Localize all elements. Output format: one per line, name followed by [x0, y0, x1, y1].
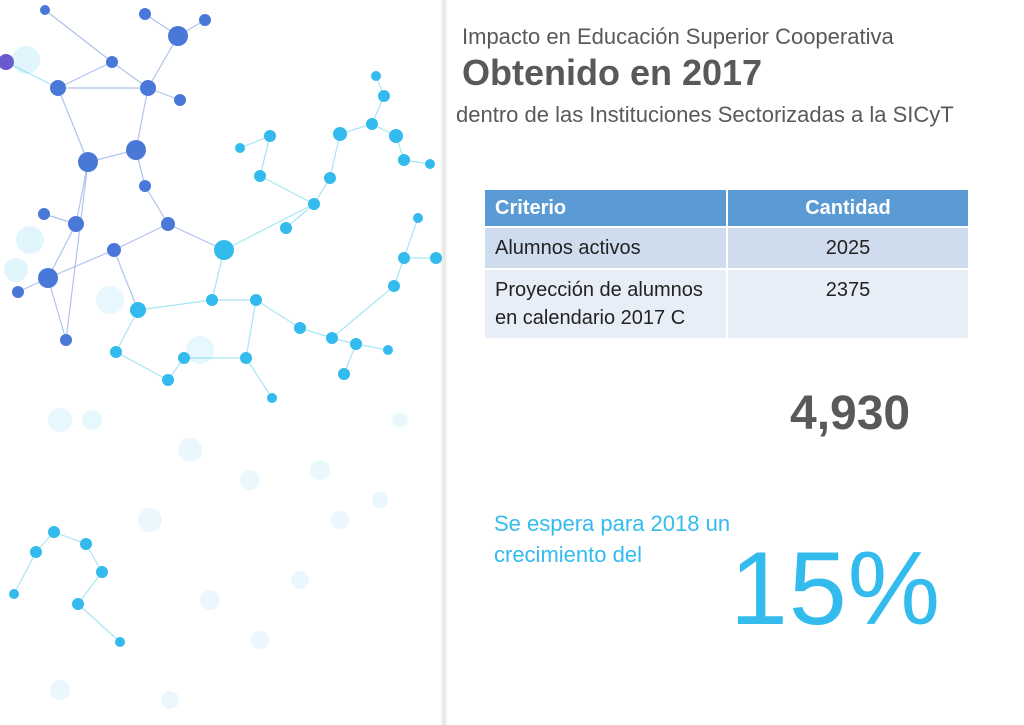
subtitle-top: Impacto en Educación Superior Cooperativ…	[462, 24, 894, 49]
cell-criterio: Proyección de alumnos en calendario 2017…	[485, 270, 726, 338]
table-header-row: Criterio Cantidad	[485, 190, 968, 226]
total-value: 4,930	[790, 387, 911, 440]
column-header-cantidad: Cantidad	[728, 190, 968, 226]
cell-cantidad: 2025	[728, 228, 968, 268]
growth-percentage: 15%	[730, 531, 942, 647]
criteria-table: Criterio Cantidad Alumnos activos 2025 P…	[483, 188, 970, 340]
cell-criterio: Alumnos activos	[485, 228, 726, 268]
column-header-criterio: Criterio	[485, 190, 726, 226]
table-row: Alumnos activos 2025	[485, 228, 968, 268]
subtitle-bottom: dentro de las Instituciones Sectorizadas…	[456, 102, 954, 127]
table-row: Proyección de alumnos en calendario 2017…	[485, 270, 968, 338]
growth-note: Se espera para 2018 un crecimiento del	[494, 511, 731, 567]
cell-cantidad: 2375	[728, 270, 968, 338]
page-title: Obtenido en 2017	[462, 52, 763, 93]
panel-divider	[440, 0, 448, 725]
molecular-network-graphic	[0, 5, 442, 709]
